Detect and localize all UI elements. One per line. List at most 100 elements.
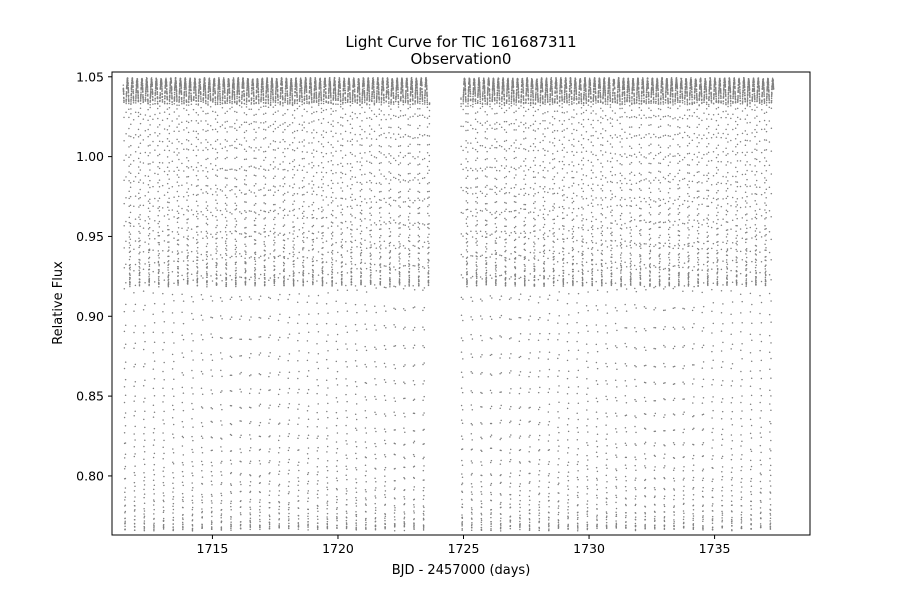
- flux-point: [166, 173, 169, 176]
- flux-point: [134, 111, 137, 114]
- flux-point: [287, 508, 290, 511]
- flux-point: [231, 90, 234, 92]
- flux-point: [138, 261, 140, 264]
- flux-point: [234, 185, 236, 188]
- flux-point: [254, 242, 257, 245]
- flux-point: [195, 119, 198, 122]
- flux-point: [220, 508, 223, 511]
- flux-point: [194, 78, 196, 81]
- flux-point: [128, 278, 131, 281]
- flux-point: [201, 496, 204, 498]
- flux-point: [180, 93, 183, 96]
- flux-point: [183, 99, 185, 101]
- flux-point: [122, 84, 125, 86]
- flux-point: [230, 471, 233, 474]
- flux-point: [145, 88, 147, 91]
- flux-point: [209, 85, 211, 88]
- flux-point: [161, 93, 163, 95]
- flux-point: [187, 139, 190, 142]
- flux-point: [201, 483, 204, 485]
- flux-point: [215, 191, 217, 193]
- flux-point: [255, 121, 257, 123]
- flux-point: [128, 205, 130, 207]
- chart-title: Light Curve for TIC 161687311: [345, 33, 576, 51]
- flux-point: [177, 257, 180, 260]
- flux-point: [167, 269, 169, 271]
- flux-point: [296, 102, 299, 104]
- flux-point: [283, 192, 286, 195]
- flux-point: [129, 172, 132, 174]
- flux-point: [287, 377, 289, 379]
- flux-point: [128, 251, 131, 254]
- flux-point: [264, 235, 266, 238]
- flux-point: [259, 474, 261, 477]
- flux-point: [153, 463, 156, 466]
- flux-point: [200, 314, 203, 317]
- flux-point: [283, 278, 285, 280]
- flux-point: [231, 213, 233, 215]
- flux-point: [293, 174, 296, 176]
- flux-point: [201, 452, 204, 454]
- flux-point: [145, 92, 147, 94]
- flux-point: [279, 141, 281, 143]
- flux-point: [161, 98, 164, 101]
- flux-point: [268, 522, 271, 524]
- flux-point: [288, 274, 291, 277]
- flux-point: [236, 97, 238, 100]
- flux-point: [216, 101, 219, 104]
- flux-point: [211, 436, 213, 439]
- flux-point: [262, 113, 265, 115]
- flux-point: [193, 87, 195, 90]
- flux-point: [139, 218, 141, 221]
- flux-point: [162, 499, 165, 501]
- flux-point: [197, 99, 200, 101]
- flux-point: [252, 84, 255, 86]
- flux-point: [192, 439, 194, 442]
- flux-point: [268, 451, 270, 453]
- flux-point: [158, 282, 160, 285]
- flux-point: [162, 432, 164, 434]
- flux-point: [226, 110, 228, 113]
- flux-point: [247, 79, 249, 82]
- flux-point: [219, 97, 221, 99]
- flux-point: [240, 299, 243, 301]
- flux-point: [211, 392, 214, 395]
- flux-point: [129, 204, 132, 207]
- flux-point: [245, 130, 248, 132]
- flux-point: [282, 169, 284, 171]
- flux-point: [240, 472, 242, 475]
- flux-point: [182, 500, 184, 503]
- flux-point: [288, 446, 290, 449]
- flux-point: [272, 194, 275, 197]
- flux-point: [192, 213, 195, 216]
- flux-point: [173, 260, 175, 262]
- flux-point: [278, 508, 280, 511]
- flux-point: [214, 148, 217, 150]
- flux-point: [250, 235, 252, 238]
- flux-point: [172, 498, 174, 500]
- flux-point: [239, 373, 241, 375]
- flux-point: [214, 158, 217, 160]
- flux-point: [150, 85, 152, 87]
- flux-point: [153, 500, 155, 503]
- flux-point: [181, 521, 184, 524]
- flux-point: [249, 506, 251, 509]
- flux-point: [241, 98, 243, 100]
- flux-point: [192, 359, 194, 361]
- flux-point: [163, 439, 165, 442]
- flux-point: [168, 161, 170, 164]
- flux-point: [250, 374, 252, 376]
- flux-point: [251, 90, 253, 92]
- flux-point: [221, 438, 223, 440]
- flux-point: [145, 90, 147, 93]
- flux-point: [123, 457, 126, 459]
- flux-point: [268, 506, 271, 509]
- flux-point: [269, 103, 272, 105]
- flux-point: [291, 122, 294, 124]
- flux-point: [137, 166, 140, 168]
- flux-point: [130, 123, 132, 126]
- flux-point: [296, 147, 299, 149]
- flux-point: [153, 525, 155, 527]
- flux-point: [161, 230, 164, 233]
- flux-point: [168, 100, 171, 102]
